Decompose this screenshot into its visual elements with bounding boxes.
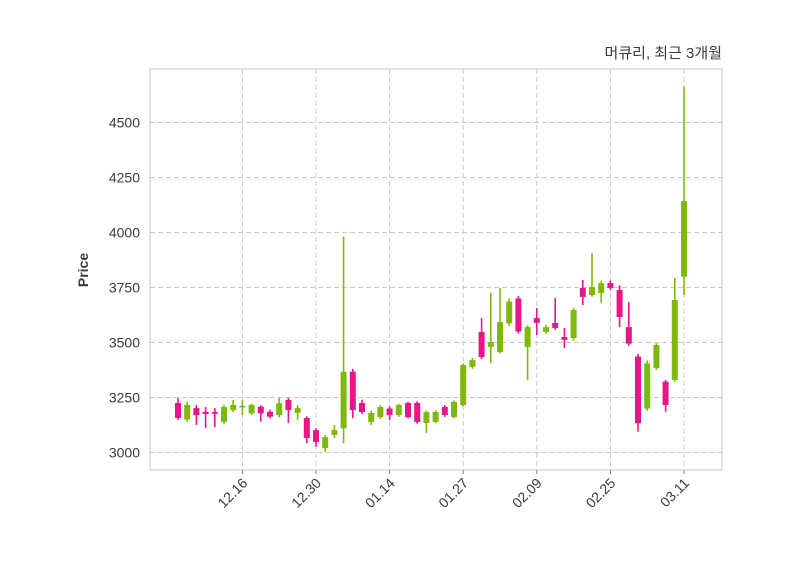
candle-body-down <box>257 406 264 414</box>
candle-body-down <box>405 403 411 418</box>
candle-body-up <box>395 404 402 416</box>
candle-body-up <box>681 201 687 277</box>
candle-body-down <box>552 322 559 328</box>
candle-body-up <box>469 360 476 367</box>
candle-body-down <box>267 411 273 417</box>
candle-body-down <box>662 381 669 405</box>
x-tick-label: 01.27 <box>435 475 471 511</box>
candle-body-up <box>184 404 191 420</box>
candle-body-up <box>221 406 227 422</box>
candle-body-down <box>211 412 218 414</box>
candle-body-up <box>377 406 384 418</box>
axes-layer: 3000 3250 3500 3750 4000 4250 4500 12.16 12.30 01… <box>109 68 723 511</box>
candle-body-down <box>202 411 209 414</box>
candle-body-down <box>579 287 586 297</box>
candle-body-up <box>589 287 595 295</box>
candle-body-down <box>349 371 356 411</box>
candle-body-up <box>432 412 439 422</box>
candle-body-up <box>543 327 549 332</box>
candle-body-up <box>524 327 531 347</box>
candles-layer <box>175 86 687 453</box>
candle-body-down <box>561 337 568 340</box>
y-tick-label: 4000 <box>109 225 140 241</box>
candle-body-down <box>285 399 292 411</box>
y-tick-label: 3500 <box>109 335 140 351</box>
candle-body-down <box>533 318 540 323</box>
x-tick-label: 02.25 <box>582 475 618 511</box>
candle-body-up <box>239 405 246 408</box>
candle-body-down <box>635 356 641 424</box>
candle-body-up <box>487 342 494 347</box>
candle-body-up <box>331 430 338 435</box>
candle-body-down <box>313 430 319 442</box>
candle-body-up <box>671 300 678 380</box>
y-tick-label: 4500 <box>109 115 140 131</box>
candle-body-up <box>506 301 513 324</box>
candle-body-up <box>653 344 660 369</box>
x-tick-label: 02.09 <box>509 475 545 511</box>
candle-body-up <box>598 283 605 293</box>
candle-body-up <box>248 404 255 414</box>
candle-body-down <box>616 289 623 317</box>
x-tick-label: 03.11 <box>657 475 693 511</box>
y-axis-label: Price <box>75 253 91 287</box>
candle-body-up <box>570 309 577 339</box>
candle-body-up <box>294 408 301 413</box>
y-tick-label: 3750 <box>109 280 140 296</box>
candle-body-up <box>230 404 237 411</box>
candle-body-up <box>497 322 503 352</box>
candle-body-up <box>368 412 375 422</box>
candle-body-down <box>478 331 485 358</box>
candle-body-down <box>175 403 181 418</box>
candle-body-down <box>414 403 421 422</box>
candle-body-up <box>423 412 430 424</box>
candle-body-down <box>386 408 393 416</box>
candle-body-down <box>607 283 614 288</box>
y-tick-label: 3250 <box>109 390 140 406</box>
x-tick-label: 12.30 <box>288 475 324 511</box>
x-tick-label: 12.16 <box>214 475 250 511</box>
candle-body-up <box>276 403 283 416</box>
candle-body-up <box>451 401 457 418</box>
candle-body-down <box>359 403 365 413</box>
candle-body-up <box>340 371 347 429</box>
chart-title: 머큐리, 최근 3개월 <box>605 45 722 62</box>
candle-body-up <box>644 363 651 409</box>
plot-border <box>149 68 723 471</box>
candle-body-down <box>303 417 310 438</box>
candle-body-down <box>625 327 632 344</box>
candle-body-down <box>193 408 200 416</box>
candle-body-up <box>322 437 329 449</box>
x-tick-label: 01.14 <box>362 475 398 511</box>
y-tick-label: 4250 <box>109 170 140 186</box>
y-tick-label: 3000 <box>109 445 140 461</box>
candle-body-down <box>441 406 448 416</box>
candle-body-down <box>515 298 522 332</box>
candle-body-up <box>460 364 467 405</box>
